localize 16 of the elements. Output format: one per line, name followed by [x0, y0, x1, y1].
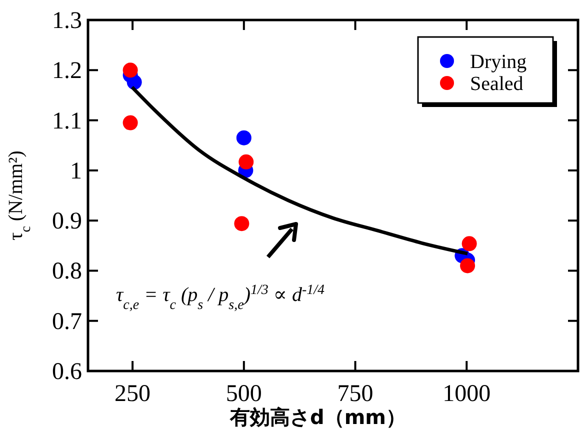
y-tick-label: 1.1: [52, 108, 82, 134]
y-tick-label: 1.2: [52, 58, 82, 84]
y-tick-label: 1: [70, 158, 82, 184]
y-tick-label: 0.9: [52, 208, 82, 235]
y-tick-label: 1.3: [52, 8, 82, 34]
x-tick-label: 750: [337, 381, 374, 407]
x-axis-title: 有効高さd（mm）: [229, 405, 406, 429]
x-tick-label: 500: [226, 381, 262, 407]
y-tick-label: 0.8: [52, 258, 82, 285]
y-tick-label: 0.6: [52, 359, 82, 385]
y-tick-label: 0.7: [52, 308, 82, 335]
x-tick-label: 250: [114, 381, 151, 407]
x-tick-label: 1000: [442, 381, 491, 407]
legend-label: Drying: [470, 51, 527, 73]
legend-label: Sealed: [470, 73, 524, 95]
text: τ$_{c,e}$ = τ$_{c}$ (p$_{s}$ / p$_{s,e}$)$^{1/3}$ ∝ d$^{-1/4}$: [116, 282, 325, 312]
